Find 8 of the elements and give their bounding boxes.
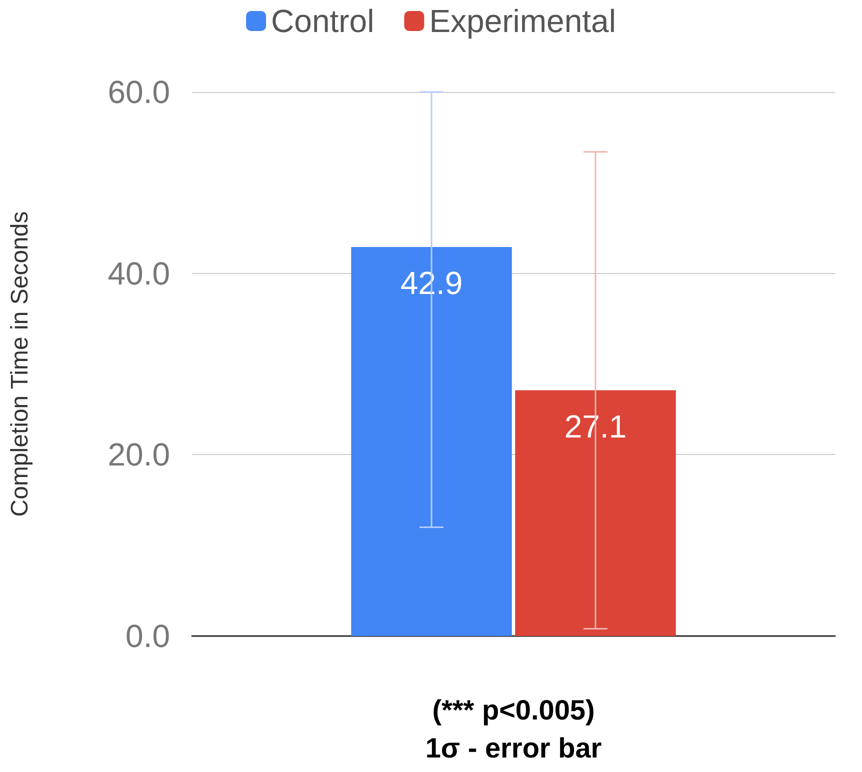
legend-label: Control [271, 3, 374, 39]
legend-label: Experimental [429, 3, 616, 39]
y-tick-label: 20.0 [108, 436, 170, 473]
y-tick-label: 60.0 [108, 74, 170, 110]
y-tick-label: 40.0 [108, 255, 170, 292]
y-tick-label: 0.0 [126, 618, 170, 654]
y-axis-title: Completion Time in Seconds [6, 211, 34, 517]
x-axis-title: (*** p<0.005) 1σ - error bar [425, 694, 602, 764]
